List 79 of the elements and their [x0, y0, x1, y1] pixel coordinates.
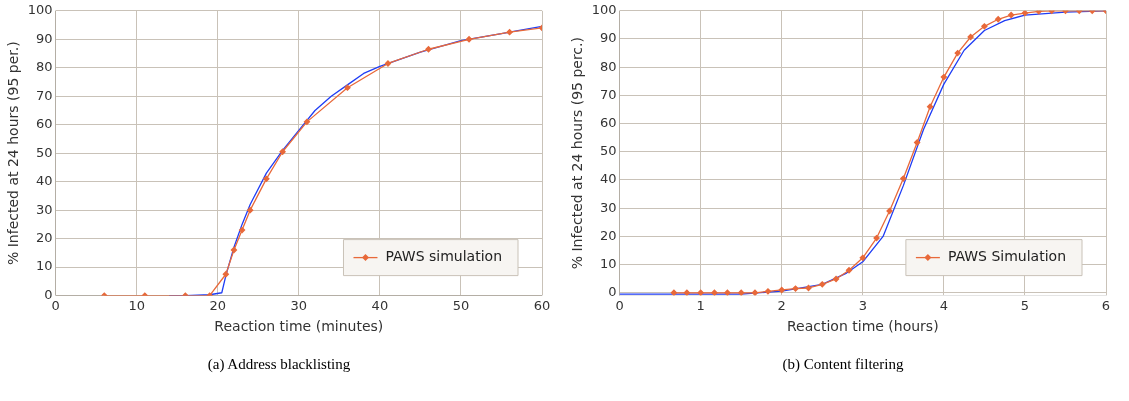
y-tick-label: 90	[600, 30, 617, 46]
point	[751, 289, 759, 296]
point	[954, 49, 961, 57]
x-axis-title: Reaction time (hours)	[786, 318, 939, 335]
y-tick-label: 0	[608, 284, 617, 300]
y-tick-label: 0	[44, 286, 53, 302]
point	[263, 175, 270, 182]
y-tick-label: 30	[36, 201, 53, 217]
point	[279, 148, 286, 155]
point	[1035, 10, 1042, 15]
point	[683, 289, 691, 296]
y-tick-label: 30	[600, 199, 617, 215]
point	[859, 254, 866, 261]
point	[926, 103, 934, 110]
y-tick-label: 10	[36, 258, 53, 274]
x-axis-title: Reaction time (minutes)	[214, 318, 384, 335]
y-tick-label: 80	[600, 58, 617, 74]
y-tick-label: 60	[36, 116, 53, 132]
y-tick-label: 10	[600, 255, 617, 271]
x-tick-label: 2	[777, 297, 786, 313]
point	[832, 275, 840, 283]
point	[940, 73, 948, 81]
x-tick-label: 4	[939, 297, 949, 313]
y-tick-label: 60	[600, 114, 617, 130]
point	[778, 286, 785, 294]
point	[724, 289, 731, 296]
point	[1008, 11, 1015, 19]
y-tick-label: 100	[591, 2, 617, 18]
point	[873, 234, 880, 242]
point	[900, 175, 907, 182]
point	[995, 16, 1002, 23]
y-tick-label: 20	[36, 230, 53, 246]
x-tick-label: 40	[371, 297, 389, 313]
point	[247, 207, 254, 214]
point	[913, 139, 921, 146]
point	[792, 285, 799, 292]
point	[711, 289, 718, 296]
y-tick-label: 50	[600, 143, 617, 159]
y-axis-title: % Infected at 24 hours (95 perc.)	[569, 37, 586, 270]
x-tick-label: 20	[209, 297, 227, 313]
y-tick-label: 40	[600, 171, 617, 187]
y-tick-label: 40	[36, 173, 53, 189]
legend-label: PAWS simulation	[385, 248, 503, 265]
point	[981, 23, 988, 30]
point	[222, 271, 229, 278]
point	[670, 289, 678, 296]
point	[303, 118, 311, 126]
text: (b) Content filtering	[781, 356, 905, 373]
x-tick-label: 10	[128, 297, 145, 313]
point	[1021, 10, 1029, 17]
y-tick-label: 70	[600, 86, 617, 102]
point	[465, 36, 473, 43]
y-tick-label: 80	[36, 59, 53, 75]
point	[764, 288, 772, 295]
x-tick-label: 3	[858, 297, 867, 313]
point	[845, 267, 853, 274]
y-tick-label: 90	[36, 30, 53, 46]
point	[697, 289, 704, 296]
y-tick-label: 20	[600, 227, 617, 243]
point	[344, 84, 351, 91]
point	[425, 46, 432, 53]
x-tick-label: 60	[533, 297, 551, 313]
y-axis-title: % Infected at 24 hours (95 per.)	[5, 41, 22, 266]
y-tick-label: 50	[36, 144, 53, 160]
x-tick-label: 30	[290, 297, 308, 313]
text: (a) Address blacklisting	[206, 356, 352, 373]
point	[230, 246, 238, 254]
point	[738, 289, 745, 296]
x-tick-label: 50	[452, 297, 470, 313]
legend-label: PAWS Simulation	[947, 248, 1067, 265]
y-tick-label: 70	[36, 87, 53, 103]
x-tick-label: 6	[1101, 297, 1111, 313]
x-tick-label: 1	[696, 297, 705, 313]
point	[819, 281, 826, 288]
point	[506, 29, 513, 36]
point	[967, 33, 974, 41]
y-tick-label: 100	[27, 2, 53, 18]
point	[238, 226, 246, 234]
x-tick-label: 5	[1020, 297, 1030, 313]
